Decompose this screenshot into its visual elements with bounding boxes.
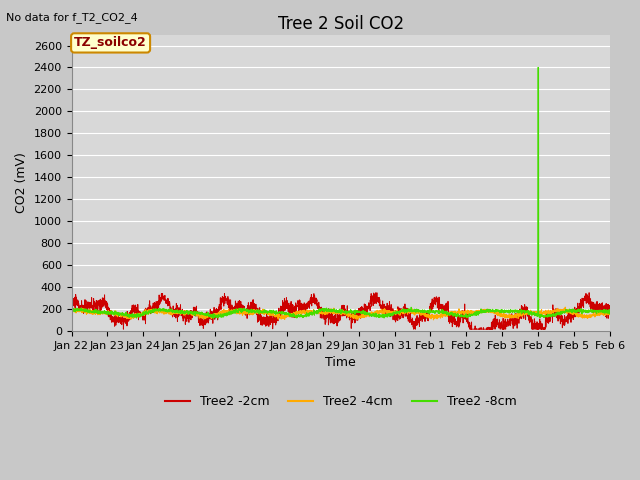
Y-axis label: CO2 (mV): CO2 (mV) <box>15 152 28 213</box>
Tree2 -2cm <box>585 290 593 296</box>
Tree2 -8cm <box>209 315 217 321</box>
Tree2 -2cm <box>120 326 127 332</box>
Tree2 -2cm <box>275 315 282 321</box>
Tree2 -2cm <box>129 305 137 311</box>
Tree2 -2cm <box>538 326 545 332</box>
Tree2 -8cm <box>298 312 305 318</box>
Tree2 -8cm <box>129 314 137 320</box>
Tree2 -4cm <box>274 312 282 317</box>
Tree2 -4cm <box>429 317 437 323</box>
Line: Tree2 -4cm: Tree2 -4cm <box>72 307 610 320</box>
Line: Tree2 -8cm: Tree2 -8cm <box>72 68 610 318</box>
Tree2 -8cm <box>596 309 604 314</box>
Line: Tree2 -2cm: Tree2 -2cm <box>72 293 610 329</box>
Text: No data for f_T2_CO2_4: No data for f_T2_CO2_4 <box>6 12 138 23</box>
Tree2 -4cm <box>129 315 137 321</box>
Tree2 -8cm <box>275 310 282 316</box>
Tree2 -4cm <box>161 308 169 313</box>
Legend: Tree2 -2cm, Tree2 -4cm, Tree2 -8cm: Tree2 -2cm, Tree2 -4cm, Tree2 -8cm <box>160 390 522 413</box>
Tree2 -4cm <box>596 312 604 318</box>
Tree2 -8cm <box>538 313 545 319</box>
X-axis label: Time: Time <box>325 356 356 369</box>
Tree2 -4cm <box>561 304 569 310</box>
Tree2 -4cm <box>606 310 614 315</box>
Tree2 -2cm <box>298 307 305 313</box>
Tree2 -2cm <box>68 299 76 304</box>
Tree2 -4cm <box>68 309 76 314</box>
Tree2 -2cm <box>606 303 614 309</box>
Text: TZ_soilco2: TZ_soilco2 <box>74 36 147 49</box>
Title: Tree 2 Soil CO2: Tree 2 Soil CO2 <box>278 15 404 33</box>
Tree2 -4cm <box>538 307 545 312</box>
Tree2 -4cm <box>298 311 305 317</box>
Tree2 -8cm <box>68 307 76 313</box>
Tree2 -8cm <box>606 309 614 315</box>
Tree2 -2cm <box>596 305 604 311</box>
Tree2 -8cm <box>161 307 169 312</box>
Tree2 -2cm <box>161 293 169 299</box>
Tree2 -8cm <box>534 65 542 71</box>
